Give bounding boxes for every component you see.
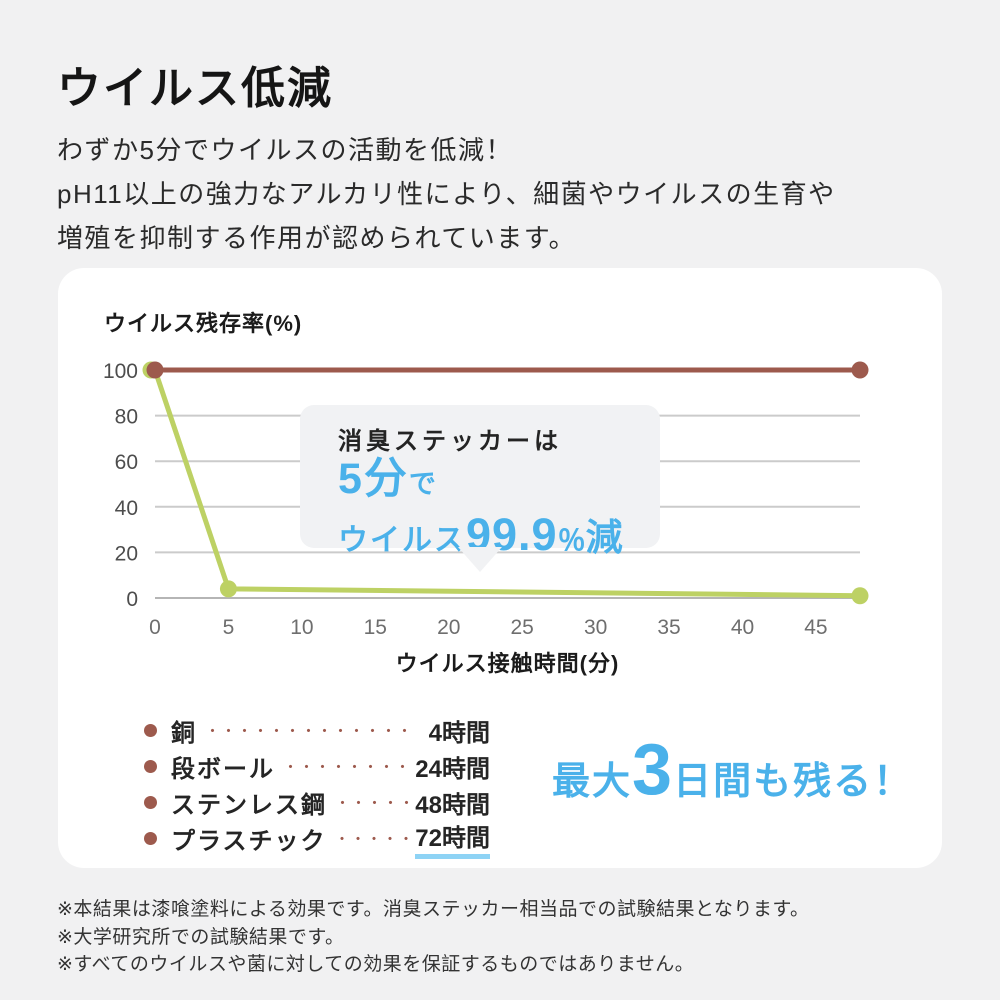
line-chart: 0 20 40 60 80 100 0 5 10 15 20 25 30 35 40 45 [103, 360, 869, 639]
legend-label: ステンレス鋼 [171, 791, 327, 819]
callout-time-small: で [408, 469, 436, 499]
x-tick-label-45: 45 [804, 616, 827, 639]
callout-heading: 消臭ステッカーは [338, 428, 562, 455]
chart-x-axis-label: ウイルス接触時間(分) [395, 651, 620, 676]
intro-line-2: pH11以上の強力なアルカリ性により、細菌やウイルスの生育や [57, 179, 836, 209]
callout-percent-sign: ％ [557, 525, 586, 556]
x-tick-label-20: 20 [437, 616, 460, 639]
legend-label: プラスチック [171, 827, 327, 855]
legend-row-3: プラスチック ・・・・・ 72時間 [144, 818, 490, 859]
footnote-line-1: ※本結果は漆喰塗料による効果です。消臭ステッカー相当品での試験結果となります。 [57, 899, 810, 920]
y-tick-label-60: 60 [115, 451, 138, 474]
legend-value: 24時間 [415, 755, 490, 783]
highlight-text: 最大3日間も残る！ [552, 732, 913, 828]
callout-time-big: 5分 [338, 455, 409, 503]
callout-time-line: 5分で [338, 456, 660, 512]
y-tick-label-20: 20 [115, 542, 138, 565]
legend-label: 銅 [171, 719, 197, 747]
legend-bullet-icon [144, 759, 157, 773]
legend-bullet-icon [144, 795, 157, 809]
legend-dot-leader: ・・・・・ [334, 830, 412, 848]
callout-virus-label: ウイルス [338, 524, 466, 557]
data-point-s1-0 [146, 361, 164, 379]
chart-card: ウイルス残存率(%) 0 20 40 60 80 100 0 5 10 15 20 25 30 35 40 4… [58, 268, 942, 868]
legend-dot-leader: ・・・・・ [335, 794, 412, 812]
page-title: ウイルス低減 [57, 64, 333, 113]
legend-value: 4時間 [428, 719, 490, 747]
y-tick-label-0: 0 [126, 588, 138, 611]
legend-value: 48時間 [415, 791, 490, 819]
highlight-suffix: 日間も残る！ [673, 761, 914, 803]
footnote-line-3: ※すべてのウイルスや菌に対しての効果を保証するものではありません。 [57, 954, 695, 975]
legend-dot-leader: ・・・・・・・・ [283, 758, 412, 776]
highlight-prefix: 最大 [552, 761, 633, 803]
x-tick-label-35: 35 [657, 616, 680, 639]
y-tick-label-40: 40 [115, 497, 138, 520]
callout-percent-line: ウイルス99.9％減 [338, 512, 660, 569]
footnotes: ※本結果は漆喰塗料による効果です。消臭ステッカー相当品での試験結果となります。 … [57, 896, 809, 979]
callout-reduction-label: 減 [585, 517, 623, 558]
intro-line-3: 増殖を抑制する作用が認められています。 [57, 223, 577, 253]
chart-y-axis-title: ウイルス残存率(%) [104, 311, 303, 336]
x-tick-label-25: 25 [511, 616, 534, 639]
intro-text: わずか5分でウイルスの活動を低減！ pH11以上の強力なアルカリ性により、細菌や… [57, 128, 836, 260]
legend-row-1: 段ボール ・・・・・・・・ 24時間 [144, 748, 490, 784]
legend-bullet-icon [144, 723, 157, 737]
legend-row-2: ステンレス鋼 ・・・・・ 48時間 [144, 784, 490, 820]
footnote-line-2: ※大学研究所での試験結果です。 [57, 926, 345, 948]
x-tick-label-10: 10 [290, 616, 313, 639]
callout-percent-value: 99.9 [466, 509, 558, 560]
y-tick-label-100: 100 [103, 360, 138, 383]
x-tick-label-15: 15 [364, 616, 387, 639]
data-point-s0-1 [219, 580, 237, 598]
callout-bubble: 消臭ステッカーは 5分で ウイルス99.9％減 [300, 405, 660, 558]
x-tick-label-0: 0 [149, 616, 161, 639]
legend-row-0: 銅・・・・・・・・・・・・・ 4時間 [144, 712, 490, 748]
x-tick-label-30: 30 [584, 616, 607, 639]
legend-bullet-icon [144, 831, 157, 845]
intro-line-1: わずか5分でウイルスの活動を低減！ [57, 135, 513, 165]
data-point-s0-2 [851, 587, 869, 605]
highlight-big-number: 3 [632, 730, 674, 810]
data-point-s1-1 [851, 361, 869, 379]
y-tick-label-80: 80 [115, 406, 138, 429]
x-tick-label-40: 40 [731, 616, 754, 639]
legend-label: 段ボール [171, 755, 275, 783]
legend-value: 72時間 [415, 818, 490, 859]
legend-dot-leader: ・・・・・・・・・・・・・ [205, 722, 414, 740]
x-tick-label-5: 5 [223, 616, 235, 639]
materials-legend: 銅・・・・・・・・・・・・・ 4時間 段ボール ・・・・・・・・ 24時間 ステンレス鋼・… [144, 712, 490, 859]
